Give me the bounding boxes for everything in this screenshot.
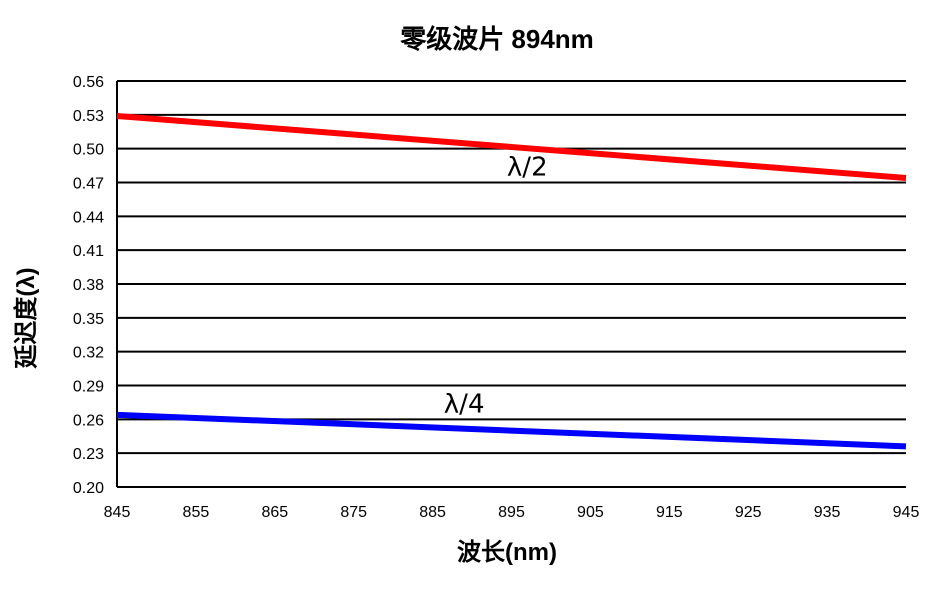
y-tick-label: 0.26	[73, 412, 104, 429]
y-tick-label: 0.44	[73, 209, 104, 226]
y-tick-label: 0.47	[73, 176, 104, 193]
y-tick-label: 0.41	[73, 243, 104, 260]
series-line-half-wave	[116, 112, 907, 181]
y-tick-label: 0.38	[73, 277, 104, 294]
y-axis-label: 延迟度(λ)	[12, 267, 40, 369]
y-tick-label: 0.53	[73, 108, 104, 125]
x-tick-label: 855	[183, 504, 210, 521]
x-tick-label: 895	[498, 504, 525, 521]
series-line-quarter-wave	[116, 411, 907, 450]
x-tick-label: 915	[656, 504, 683, 521]
x-tick-label: 905	[577, 504, 604, 521]
y-tick-label: 0.35	[73, 311, 104, 328]
x-tick-label: 875	[340, 504, 367, 521]
y-tick-label: 0.23	[73, 446, 104, 463]
series-annotation: λ/4	[444, 389, 485, 419]
x-axis-label: 波长(nm)	[457, 539, 557, 566]
y-tick-label: 0.32	[73, 345, 104, 362]
x-tick-label: 885	[419, 504, 446, 521]
y-tick-label: 0.50	[73, 142, 104, 159]
y-tick-label: 0.56	[73, 74, 104, 91]
x-tick-label: 945	[893, 504, 920, 521]
x-tick-label: 865	[261, 504, 288, 521]
x-tick-label: 925	[735, 504, 762, 521]
series-annotation: λ/2	[507, 153, 548, 183]
y-tick-label: 0.20	[73, 480, 104, 497]
chart-title: 零级波片 894nm	[400, 24, 594, 54]
x-tick-label: 935	[814, 504, 841, 521]
y-tick-label: 0.29	[73, 379, 104, 396]
x-tick-label: 845	[104, 504, 131, 521]
